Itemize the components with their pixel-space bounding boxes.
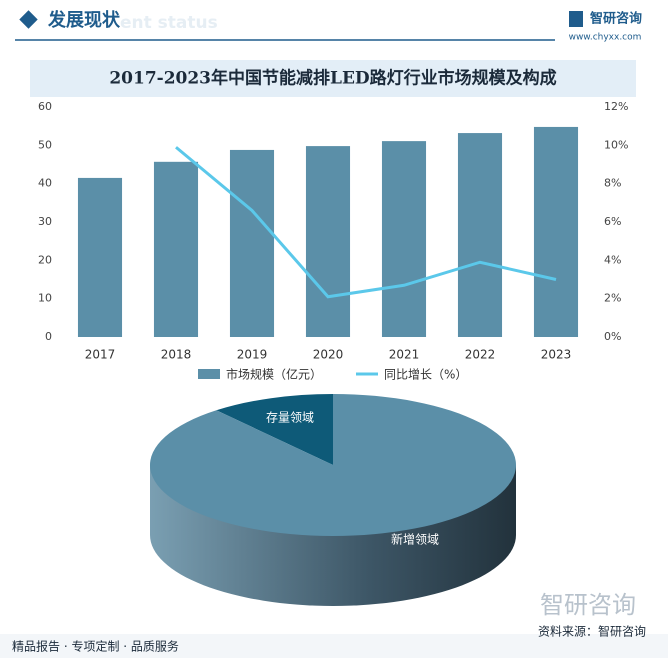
slice-label: 新增领域 bbox=[391, 532, 439, 547]
footer-slogan: 精品报告 · 专项定制 · 品质服务 bbox=[12, 639, 179, 654]
y2-tick-label: 4% bbox=[604, 253, 621, 266]
y-tick-label: 30 bbox=[38, 215, 52, 228]
x-tick-label: 2020 bbox=[313, 348, 344, 362]
logo-url: www.chyxx.com bbox=[569, 33, 642, 43]
bar bbox=[457, 133, 503, 337]
y-tick-label: 60 bbox=[38, 100, 52, 113]
footer-logo: 智研咨询 bbox=[540, 591, 636, 619]
legend-swatch bbox=[198, 369, 220, 379]
x-tick-label: 2023 bbox=[541, 348, 572, 362]
slice-label: 存量领域 bbox=[266, 411, 314, 425]
logo-icon bbox=[569, 11, 583, 27]
y-tick-label: 10 bbox=[38, 292, 52, 305]
pie-slice bbox=[216, 394, 333, 465]
footer-band bbox=[0, 634, 668, 658]
y2-tick-label: 0% bbox=[604, 330, 621, 343]
x-tick-label: 2018 bbox=[161, 348, 192, 362]
y-tick-label: 50 bbox=[38, 138, 52, 151]
y-tick-label: 20 bbox=[38, 253, 52, 266]
chart-title: 2017-2023年中国节能减排LED路灯行业市场规模及构成 bbox=[109, 68, 556, 89]
y-tick-label: 40 bbox=[38, 177, 52, 190]
y2-tick-label: 2% bbox=[604, 292, 621, 305]
legend-label: 市场规模（亿元） bbox=[226, 367, 322, 382]
bar bbox=[229, 149, 275, 337]
pie-slice bbox=[149, 394, 516, 536]
y2-tick-label: 8% bbox=[604, 177, 621, 190]
header-subtitle: ent status bbox=[120, 13, 218, 33]
bar bbox=[77, 177, 123, 337]
y2-tick-label: 6% bbox=[604, 215, 621, 228]
line bbox=[175, 146, 557, 299]
x-tick-label: 2017 bbox=[85, 348, 116, 362]
header-title: 发展现状 bbox=[47, 9, 121, 31]
footer-source: 资料来源：智研咨询 bbox=[538, 624, 646, 639]
y-tick-label: 0 bbox=[45, 330, 52, 343]
bar bbox=[381, 141, 427, 337]
bar bbox=[533, 126, 579, 337]
x-tick-label: 2022 bbox=[465, 348, 496, 362]
bar bbox=[153, 161, 199, 337]
y2-tick-label: 10% bbox=[604, 138, 628, 151]
bar bbox=[305, 146, 351, 337]
x-tick-label: 2021 bbox=[389, 348, 420, 362]
y2-tick-label: 12% bbox=[604, 100, 628, 113]
legend-label: 同比增长（%） bbox=[384, 368, 467, 382]
title-band bbox=[30, 60, 636, 97]
x-tick-label: 2019 bbox=[237, 348, 268, 362]
logo-text: 智研咨询 bbox=[590, 11, 642, 27]
